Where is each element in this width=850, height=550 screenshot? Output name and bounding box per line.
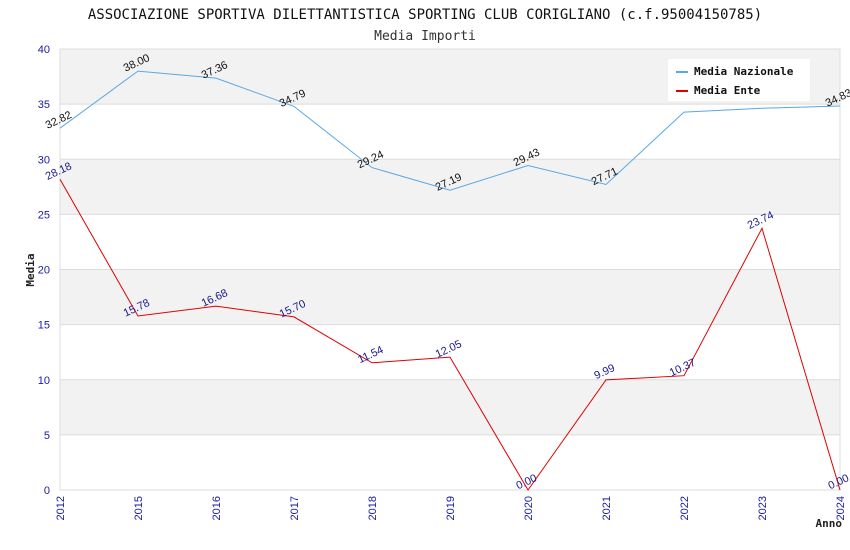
x-tick-label: 2024 [835, 496, 847, 520]
y-tick-label: 35 [38, 99, 50, 111]
x-tick-label: 2023 [757, 496, 769, 520]
gridlines [60, 48, 840, 491]
legend-label-nazionale: Media Nazionale [694, 65, 794, 78]
y-tick-label: 20 [38, 265, 50, 277]
data-label-nazionale: 32.82 [44, 109, 74, 132]
series-line-ente [59, 179, 841, 491]
plot-band [60, 379, 840, 435]
x-tick-label: 2012 [55, 496, 67, 520]
x-tick-label: 2017 [289, 496, 301, 520]
x-tick-label: 2018 [367, 496, 379, 520]
plot-background [60, 49, 840, 435]
chart-subtitle: Media Importi [374, 29, 476, 44]
x-tick-label: 2022 [679, 496, 691, 520]
y-tick-label: 10 [38, 375, 50, 387]
y-tick-label: 25 [38, 209, 50, 221]
y-tick-label: 30 [38, 154, 50, 166]
data-label-ente: 11.54 [356, 344, 385, 366]
x-tick-label: 2020 [523, 496, 535, 520]
y-tick-label: 0 [44, 485, 50, 497]
data-label-ente: 0.00 [514, 472, 538, 492]
x-tick-label: 2015 [133, 496, 145, 520]
legend: Media Nazionale Media Ente [668, 59, 810, 101]
series-lines [59, 70, 841, 491]
x-axis-ticks: 2012 2015 2016 2017 2018 2019 2020 2021 2022 2023… [55, 496, 847, 520]
x-axis-title: Anno [816, 517, 843, 530]
x-tick-label: 2021 [601, 496, 613, 520]
y-tick-label: 15 [38, 320, 50, 332]
plot-band [60, 159, 840, 215]
x-tick-label: 2016 [211, 496, 223, 520]
chart-title: ASSOCIAZIONE SPORTIVA DILETTANTISTICA SP… [88, 7, 762, 23]
y-tick-label: 40 [38, 44, 50, 56]
plot-band [60, 269, 840, 325]
plot-frame [59, 48, 841, 491]
series-line-nazionale [59, 70, 841, 191]
legend-box [668, 59, 810, 101]
data-label-ente: 0.00 [826, 472, 850, 492]
legend-label-ente: Media Ente [694, 84, 761, 97]
y-axis-title: Media [24, 253, 37, 286]
y-axis-ticks: 0 5 10 15 20 25 30 35 40 [38, 44, 50, 497]
y-tick-label: 5 [44, 430, 50, 442]
x-tick-label: 2019 [445, 496, 457, 520]
